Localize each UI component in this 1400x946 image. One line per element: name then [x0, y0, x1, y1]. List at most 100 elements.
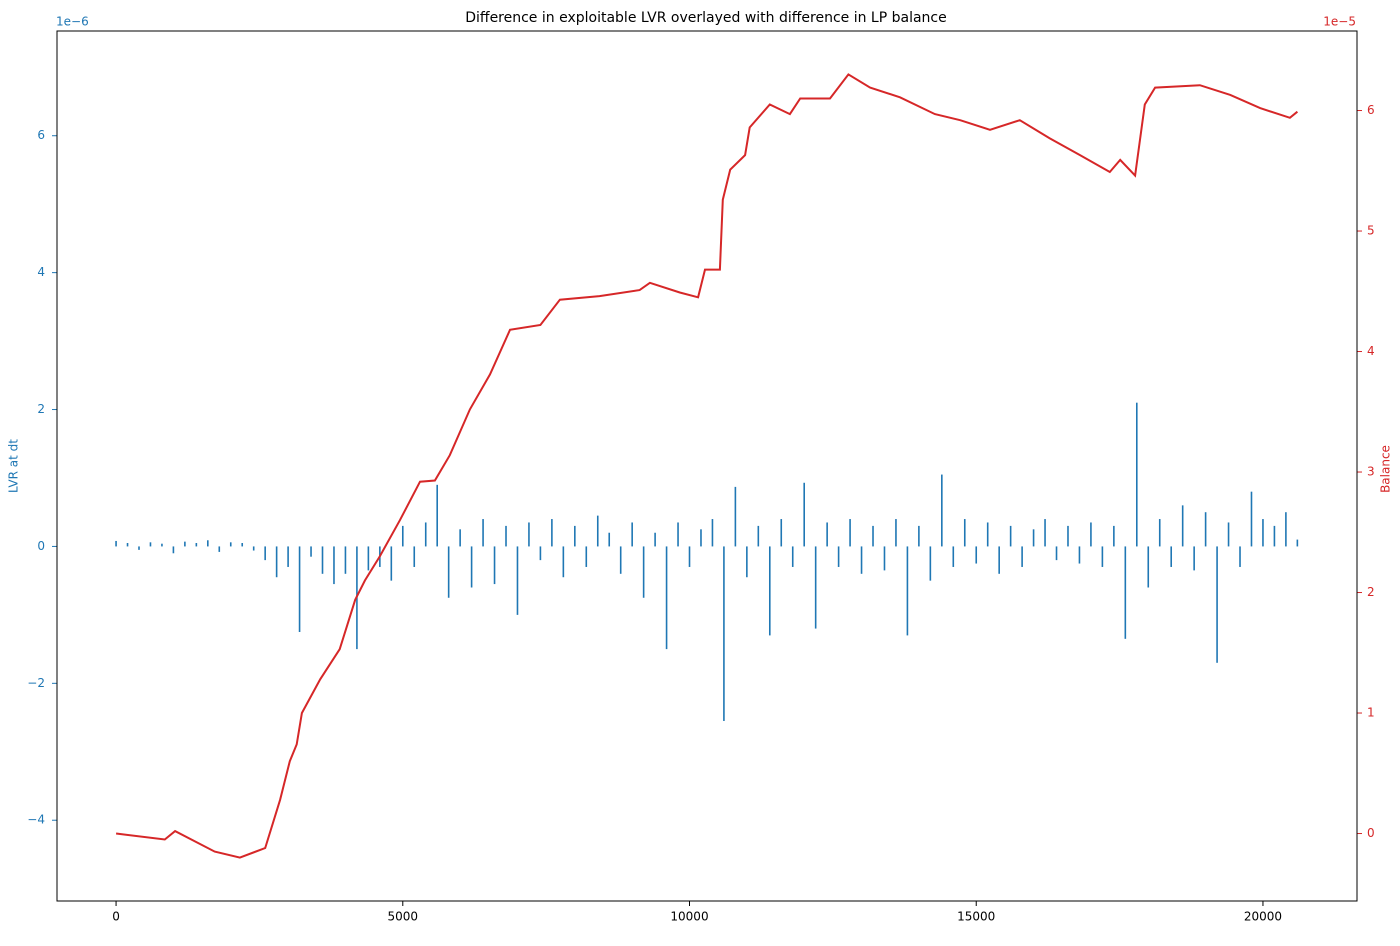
- bar: [860, 546, 863, 574]
- x-tick-label: 15000: [957, 910, 995, 924]
- bar: [998, 546, 1000, 574]
- bar: [619, 546, 622, 574]
- bar: [252, 546, 255, 551]
- bar: [608, 532, 611, 547]
- bar: [975, 546, 978, 564]
- bar: [447, 546, 450, 598]
- bar: [1078, 546, 1081, 564]
- x-tick-label: 10000: [670, 910, 708, 924]
- bar: [1296, 539, 1299, 547]
- bar: [723, 546, 725, 721]
- bar: [287, 546, 289, 567]
- bar: [1216, 546, 1218, 663]
- bar: [482, 519, 484, 547]
- bar: [574, 525, 576, 547]
- y-axis-label: LVR at dt: [7, 439, 21, 493]
- bar: [631, 522, 633, 547]
- bar: [1170, 546, 1173, 567]
- bar: [264, 546, 266, 561]
- y2-tick-label: 2: [1367, 585, 1375, 599]
- bar: [1227, 522, 1230, 547]
- bar: [424, 522, 427, 547]
- bar: [436, 484, 438, 547]
- bar: [241, 543, 244, 547]
- bar: [642, 546, 645, 598]
- bar: [539, 546, 542, 561]
- bar: [207, 540, 209, 547]
- bar: [677, 522, 679, 547]
- bar: [551, 519, 553, 547]
- y-tick-label: −4: [27, 813, 45, 827]
- bar: [746, 546, 748, 578]
- bar: [115, 540, 117, 547]
- bar: [1273, 525, 1276, 547]
- bar: [791, 546, 794, 567]
- bar: [585, 546, 588, 567]
- x-tick-label: 0: [112, 910, 120, 924]
- y2-offset: 1e−5: [1323, 15, 1356, 29]
- bar: [321, 546, 324, 574]
- bar: [493, 546, 496, 585]
- bar: [1055, 546, 1058, 561]
- bar: [1250, 491, 1253, 547]
- bar: [1181, 505, 1184, 547]
- bar: [344, 546, 347, 574]
- bar: [734, 486, 737, 547]
- bar: [161, 543, 163, 547]
- bar: [390, 546, 393, 581]
- bar: [1239, 546, 1241, 567]
- y2-tick-label: 1: [1367, 706, 1375, 720]
- bar: [929, 546, 932, 581]
- bar: [1135, 402, 1138, 547]
- y-tick-label: 4: [37, 265, 45, 279]
- y-offset: 1e−6: [56, 15, 89, 29]
- y-tick-label: 2: [37, 402, 45, 416]
- bar: [1009, 525, 1012, 547]
- bar: [367, 546, 370, 571]
- bar: [1124, 546, 1127, 639]
- y2-axis-label: Balance: [1379, 445, 1393, 493]
- bar: [883, 546, 886, 571]
- bar: [126, 543, 129, 547]
- y2-tick-label: 5: [1367, 224, 1375, 238]
- bar: [1147, 546, 1150, 588]
- plot-frame: [56, 30, 1358, 902]
- bar: [963, 519, 966, 547]
- bar: [665, 546, 668, 650]
- bar: [218, 546, 221, 552]
- y-tick-label: 6: [37, 128, 45, 142]
- bar: [596, 515, 599, 547]
- bar: [688, 546, 691, 567]
- bar: [700, 529, 702, 547]
- y2-tick-label: 6: [1367, 103, 1375, 117]
- bar: [459, 529, 461, 547]
- y2-tick-label: 3: [1367, 465, 1375, 479]
- bar: [562, 546, 565, 578]
- bar: [229, 542, 232, 547]
- y-tick-label: −2: [27, 676, 45, 690]
- bar: [1067, 525, 1069, 547]
- bar: [195, 543, 198, 547]
- bar: [814, 546, 817, 629]
- x-tick-label: 5000: [388, 910, 419, 924]
- bar: [837, 546, 840, 567]
- bar: [138, 546, 140, 550]
- bar: [952, 546, 955, 567]
- bar: [1113, 525, 1115, 547]
- chart-title: Difference in exploitable LVR overlayed …: [465, 10, 946, 26]
- bar: [1262, 519, 1264, 547]
- bar: [1021, 546, 1023, 567]
- bar: [895, 519, 897, 547]
- bar: [1044, 519, 1046, 547]
- bar: [711, 519, 714, 547]
- x-tick-label: 20000: [1244, 910, 1282, 924]
- bar: [872, 525, 874, 547]
- bar: [1158, 519, 1161, 547]
- bar: [298, 546, 301, 632]
- bar: [906, 546, 909, 636]
- bar: [275, 546, 278, 578]
- bar: [149, 542, 152, 547]
- bar: [986, 522, 989, 547]
